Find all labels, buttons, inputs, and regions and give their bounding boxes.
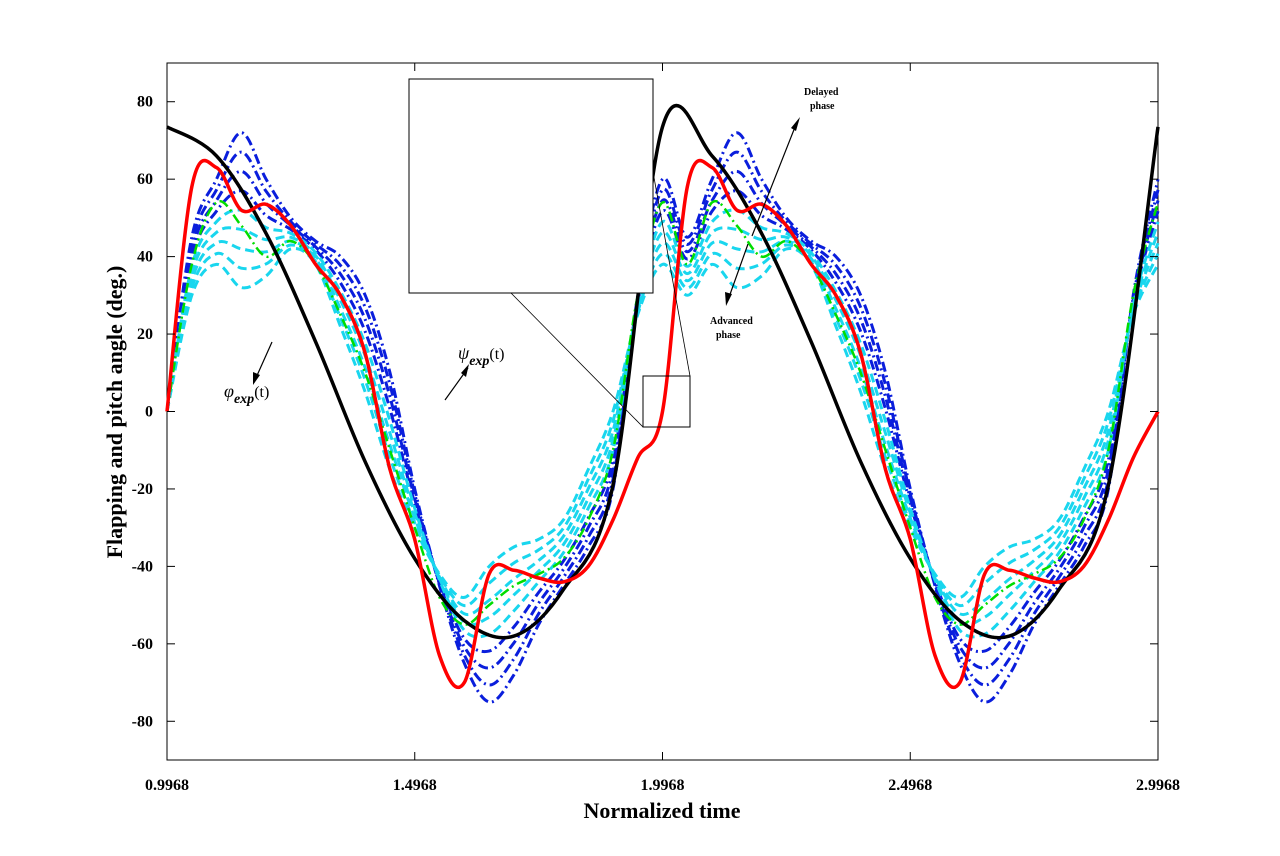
psi-label: ψexp(t) — [458, 343, 505, 369]
phi-argument: (t) — [254, 384, 269, 401]
phi-arrowhead — [253, 372, 260, 385]
x-tick-label: 2.4968 — [888, 777, 932, 794]
zoom-connector-line — [652, 171, 691, 377]
y-tick-label: -40 — [132, 558, 153, 575]
y-tick-label: 60 — [137, 171, 153, 188]
psi-exp-curve — [165, 158, 1160, 690]
phase-family-curve — [165, 239, 1160, 617]
zoom-source-box — [642, 375, 691, 428]
psi-symbol: ψ — [458, 343, 470, 363]
curves — [165, 103, 1160, 704]
reference-curve — [165, 199, 1160, 626]
psi-arrowhead — [461, 364, 469, 377]
y-tick-label: -60 — [132, 636, 153, 653]
advanced-arrow — [727, 243, 749, 301]
y-tick-label: 0 — [145, 404, 153, 421]
phi-label: φexp(t) — [224, 381, 269, 407]
x-tick-label: 1.4968 — [393, 777, 437, 794]
phase-family-curve — [165, 226, 1160, 627]
advanced-arrowhead — [725, 292, 732, 306]
advanced-label-1: Advanced — [710, 316, 753, 327]
phase-family-curve — [165, 150, 1160, 687]
delayed-label-1: Delayed — [804, 87, 839, 98]
phase-family-curve — [165, 208, 1160, 639]
y-tick-label: 20 — [137, 326, 153, 343]
zoom-connector-line — [510, 292, 644, 428]
phase-family-curve — [165, 243, 1160, 608]
psi-argument: (t) — [489, 346, 504, 363]
phase-family-curve — [165, 169, 1160, 670]
x-axis-title: Normalized time — [584, 798, 741, 823]
x-tick-label: 0.9968 — [145, 777, 189, 794]
phase-family-curve — [165, 246, 1160, 599]
zoom-inset-box — [408, 78, 654, 294]
phase-family-curve — [165, 189, 1160, 654]
y-tick-label: 80 — [137, 94, 153, 111]
phi-subscript: exp — [234, 392, 254, 407]
y-tick-label: -20 — [132, 481, 153, 498]
y-tick-label: -80 — [132, 713, 153, 730]
phi-symbol: φ — [224, 381, 234, 401]
phi-exp-curve — [166, 103, 1160, 640]
psi-subscript: exp — [469, 354, 489, 369]
y-axis-title: Flapping and pitch angle (deg.) — [102, 266, 127, 559]
delayed-arrow — [751, 121, 798, 237]
advanced-label-2: phase — [716, 330, 741, 341]
x-tick-label: 2.9968 — [1136, 777, 1180, 794]
phi-arrow — [254, 341, 273, 381]
delayed-arrowhead — [791, 117, 800, 131]
axes: -80 -60 -40 -20 0 20 40 60 80 0.9968 1.4968 1.9968 2… — [132, 63, 1180, 794]
y-tick-label: 40 — [137, 249, 153, 266]
delayed-label-2: phase — [810, 101, 835, 112]
x-tick-label: 1.9968 — [641, 777, 685, 794]
